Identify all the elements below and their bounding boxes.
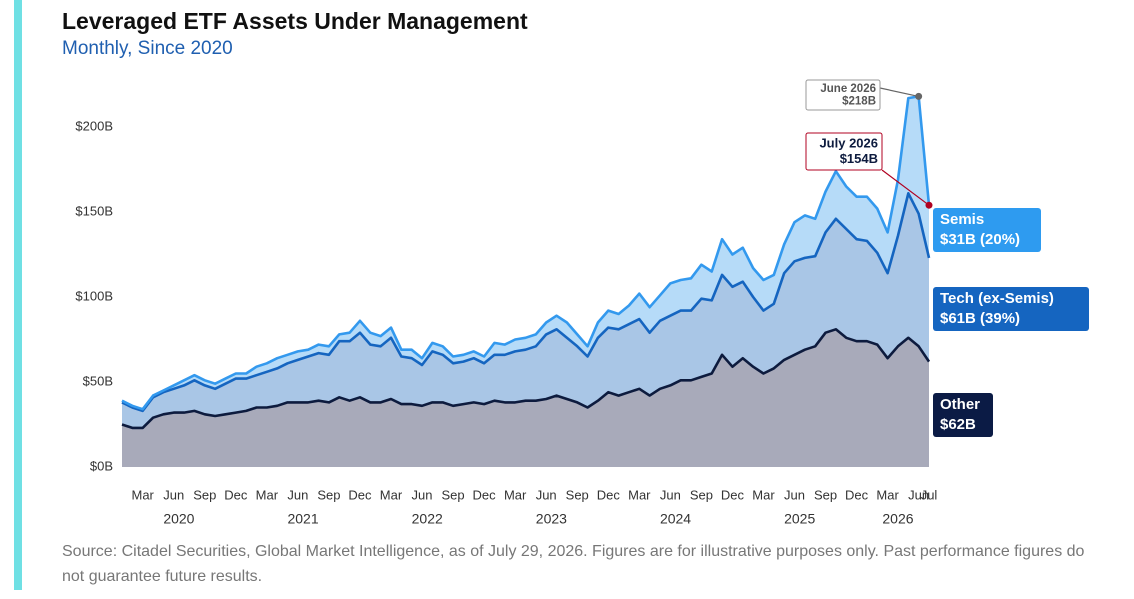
series-line [121, 328, 931, 430]
x-tick-label: Sep [317, 487, 340, 502]
x-tick-label: Jul [921, 487, 938, 502]
legend-label: Other [940, 396, 980, 413]
x-tick-label: Mar [876, 487, 899, 502]
chart-subtitle: Monthly, Since 2020 [62, 38, 233, 59]
x-tick-label: Jun [536, 487, 557, 502]
legend-label: Semis [940, 211, 984, 228]
chart: $0B $50B $100B $150B $200B Mar Jun Sep Dec Mar Jun… [75, 79, 1089, 527]
accent-bar [14, 0, 22, 590]
x-tick-label: Sep [690, 487, 713, 502]
callout-title: July 2026 [819, 136, 878, 151]
x-tick-label: Sep [442, 487, 465, 502]
legend-label: Tech (ex-Semis) [940, 290, 1054, 307]
x-tick-label: Dec [597, 487, 621, 502]
end-value-label: $62B [940, 416, 976, 433]
callout-value: $218B [842, 96, 876, 108]
y-tick-label: $50B [83, 373, 113, 388]
y-tick-label: $200B [75, 118, 113, 133]
x-tick-label: Dec [721, 487, 745, 502]
x-year-label: 2025 [784, 511, 815, 527]
callout-point [925, 201, 933, 209]
x-tick-label: Mar [752, 487, 775, 502]
end-label-box [933, 393, 993, 437]
end-label: Tech (ex-Semis) $61B (39%) [933, 287, 1089, 331]
x-tick-label: Mar [380, 487, 403, 502]
x-tick-label: Jun [163, 487, 184, 502]
x-year-label: 2024 [660, 511, 691, 527]
x-tick-label: Mar [628, 487, 651, 502]
end-label-box [933, 208, 1041, 252]
x-tick-label: Jun [784, 487, 805, 502]
x-tick-label: Mar [504, 487, 527, 502]
callout-box [805, 79, 881, 111]
x-tick-label: Dec [473, 487, 497, 502]
series-line [121, 95, 931, 411]
x-tick-label: Mar [256, 487, 279, 502]
x-tick-label: Sep [566, 487, 589, 502]
y-tick-label: $100B [75, 288, 113, 303]
end-label: Semis $31B (20%) [933, 208, 1041, 252]
x-tick-label: Jun [660, 487, 681, 502]
y-tick-label: $150B [75, 203, 113, 218]
end-value-label: $61B (39%) [940, 310, 1020, 327]
callout-title: June 2026 [820, 83, 876, 95]
x-tick-label: Dec [224, 487, 248, 502]
callout-value: $154B [840, 151, 878, 166]
chart-title: Leveraged ETF Assets Under Management [62, 8, 528, 34]
x-year-label: 2021 [287, 511, 318, 527]
x-year-label: 2020 [163, 511, 194, 527]
callout-line [881, 169, 930, 206]
x-tick-label: Mar [131, 487, 154, 502]
x-year-label: 2023 [536, 511, 567, 527]
end-label: Other $62B [933, 393, 993, 437]
source-note: Source: Citadel Securities, Global Marke… [62, 543, 1085, 585]
x-tick-label: Jun [412, 487, 433, 502]
x-tick-label: Sep [193, 487, 216, 502]
callout-box [805, 132, 883, 171]
x-year-label: 2026 [882, 511, 913, 527]
area [122, 193, 929, 428]
end-value-label: $31B (20%) [940, 231, 1020, 248]
callout-point [915, 92, 923, 100]
end-label-box [933, 287, 1089, 331]
x-tick-label: Sep [814, 487, 837, 502]
x-tick-label: Jun [287, 487, 308, 502]
x-tick-label: Dec [845, 487, 869, 502]
x-tick-label: Dec [348, 487, 372, 502]
callout-line [879, 87, 919, 97]
x-year-label: 2022 [412, 511, 443, 527]
y-tick-label: $0B [90, 458, 113, 473]
series-line [121, 192, 931, 413]
area [122, 329, 929, 467]
x-tick-label: Jun [908, 487, 929, 502]
